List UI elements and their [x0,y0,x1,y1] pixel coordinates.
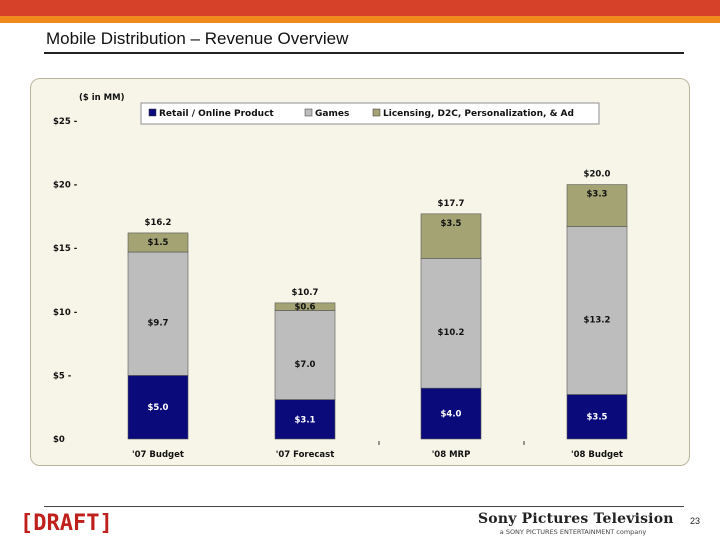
bar-segment [420,387,482,440]
legend-box [140,102,600,125]
bar-total-label: $17.7 [438,199,465,209]
bar-total-label: $20.0 [584,170,611,180]
bar-value-label: $0.6 [295,303,316,313]
unit-label: ($ in MM) [79,93,125,103]
y-tick-label: $20 - [53,181,78,191]
legend-label: Games [315,109,349,119]
bar-segment [566,184,628,227]
brand-logo: Sony Pictures Television a SONY PICTURES… [478,511,674,536]
bar-total-label: $16.2 [145,218,172,228]
x-tick-label: '07 Budget [132,450,184,460]
y-tick-label: $15 - [53,244,78,254]
bar-value-label: $4.0 [441,410,462,420]
x-tick-label: '08 Budget [571,450,623,460]
brand-name: Sony Pictures Television [478,511,674,527]
header-bar-red [0,0,720,16]
bar-segment [127,232,189,253]
bar-value-label: $5.0 [148,403,169,413]
bar-value-label: $9.7 [148,319,169,329]
revenue-stacked-bar-chart: ($ in MM) $0 $5 - $10 - $15 - $20 - $25 - Retai… [53,93,628,460]
brand-subtitle: a SONY PICTURES ENTERTAINMENT company [499,528,647,536]
bar-value-label: $1.5 [148,238,169,248]
y-tick-label: $10 - [53,308,78,318]
bar-total-label: $10.7 [292,288,319,298]
y-tick-label: $5 - [53,371,72,381]
y-tick-label: $0 [53,435,65,445]
bar-value-label: $3.5 [587,413,608,423]
y-tick-label: $25 - [53,117,78,127]
legend-label: Licensing, D2C, Personalization, & Ad [383,109,574,119]
x-tick-label: '08 MRP [432,450,471,460]
bar-segment [420,213,482,259]
bar-segment [274,302,336,311]
legend-label: Retail / Online Product [159,109,274,119]
x-tick-label: '07 Forecast [276,450,335,460]
header-bar-orange [0,16,720,23]
legend-swatch [372,108,381,117]
bar-segment [274,310,336,400]
bar-value-label: $3.3 [587,190,608,200]
page-title: Mobile Distribution – Revenue Overview [46,29,349,48]
title-divider [44,52,684,54]
bar-segment [127,251,189,376]
bar-value-label: $13.2 [584,316,611,326]
chart-panel: ($ in MM) $0 $5 - $10 - $15 - $20 - $25 - Retai… [30,78,690,466]
bar-segment [127,375,189,440]
bar-segment [420,258,482,389]
legend-swatch [148,108,157,117]
bar-value-label: $3.5 [441,219,462,229]
bar-segment [566,226,628,395]
draft-label: [DRAFT] [20,511,113,536]
page-number: 23 [690,516,701,526]
bar-value-label: $3.1 [295,415,316,425]
bar-segment [274,399,336,440]
footer-divider [44,506,684,507]
legend-swatch [304,108,313,117]
bar-value-label: $7.0 [295,360,316,370]
bar-value-label: $10.2 [438,328,465,338]
